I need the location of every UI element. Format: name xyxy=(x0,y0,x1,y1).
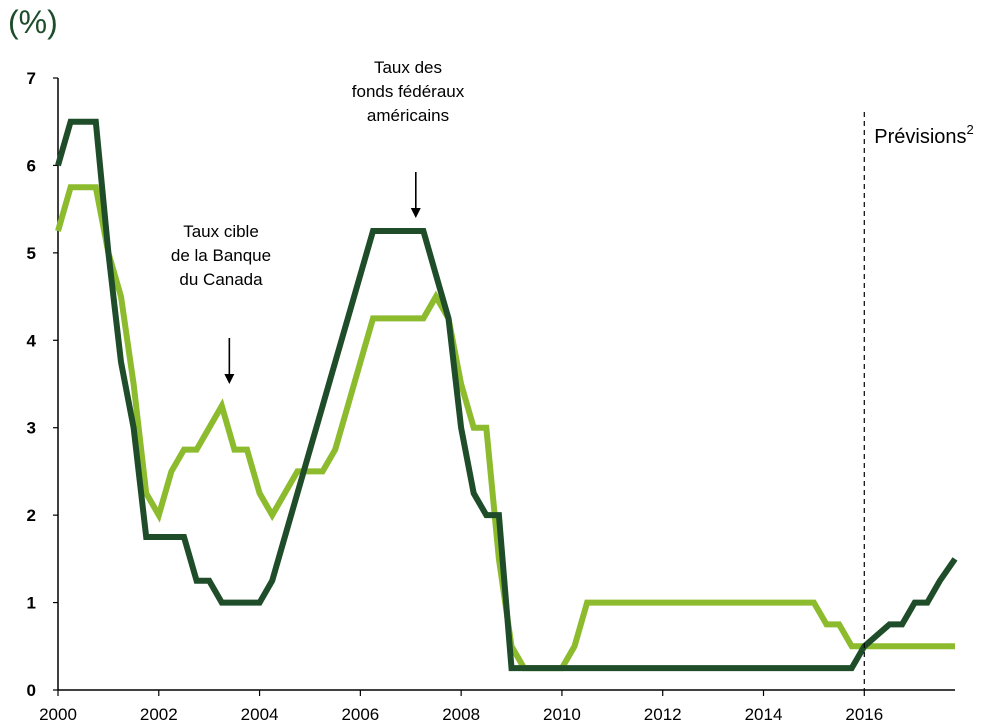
x-tick-label: 2008 xyxy=(442,705,480,724)
axes: 0 1 2 3 4 5 6 7 2000 2002 2004 2006 2008 2010 2012 2014… xyxy=(27,69,955,724)
y-tick-label: 3 xyxy=(27,419,36,438)
y-tick-label: 4 xyxy=(27,331,37,350)
x-tick-label: 2004 xyxy=(241,705,279,724)
y-tick-label: 5 xyxy=(27,244,36,263)
forecast-footnote-marker: 2 xyxy=(967,122,974,137)
annotation-boc-line: du Canada xyxy=(179,270,263,289)
series-lines xyxy=(55,118,958,672)
series-line-boc xyxy=(55,184,955,672)
forecast-label: Prévisions2 xyxy=(874,122,974,148)
y-tick-label: 1 xyxy=(27,594,36,613)
x-tick-label: 2002 xyxy=(140,705,178,724)
annotation-fed-arrow-head xyxy=(410,208,421,218)
annotation-boc-line: de la Banque xyxy=(171,246,271,265)
y-tick-label: 6 xyxy=(27,156,36,175)
y-tick-label: 0 xyxy=(27,681,36,700)
annotations: Taux des fonds fédéraux américains Taux cib… xyxy=(171,58,465,384)
annotation-boc-arrow-head xyxy=(224,374,235,384)
x-tick-label: 2010 xyxy=(543,705,581,724)
forecast-marker: Prévisions2 xyxy=(863,112,974,690)
x-tick-label: 2006 xyxy=(341,705,379,724)
forecast-label-text: Prévisions xyxy=(874,126,966,148)
x-tick-label: 2000 xyxy=(39,705,77,724)
annotation-fed-line: fonds fédéraux xyxy=(352,82,465,101)
annotation-fed-line: Taux des xyxy=(374,58,442,77)
x-tick-label: 2012 xyxy=(644,705,682,724)
annotation-fed-line: américains xyxy=(367,106,449,125)
y-tick-label: 7 xyxy=(27,69,36,88)
y-tick-label: 2 xyxy=(27,506,36,525)
annotation-boc-line: Taux cible xyxy=(183,222,259,241)
x-tick-label: 2016 xyxy=(845,705,883,724)
series-line-fed xyxy=(55,118,958,672)
x-tick-label: 2014 xyxy=(745,705,783,724)
y-axis-unit-label: (%) xyxy=(8,4,58,40)
